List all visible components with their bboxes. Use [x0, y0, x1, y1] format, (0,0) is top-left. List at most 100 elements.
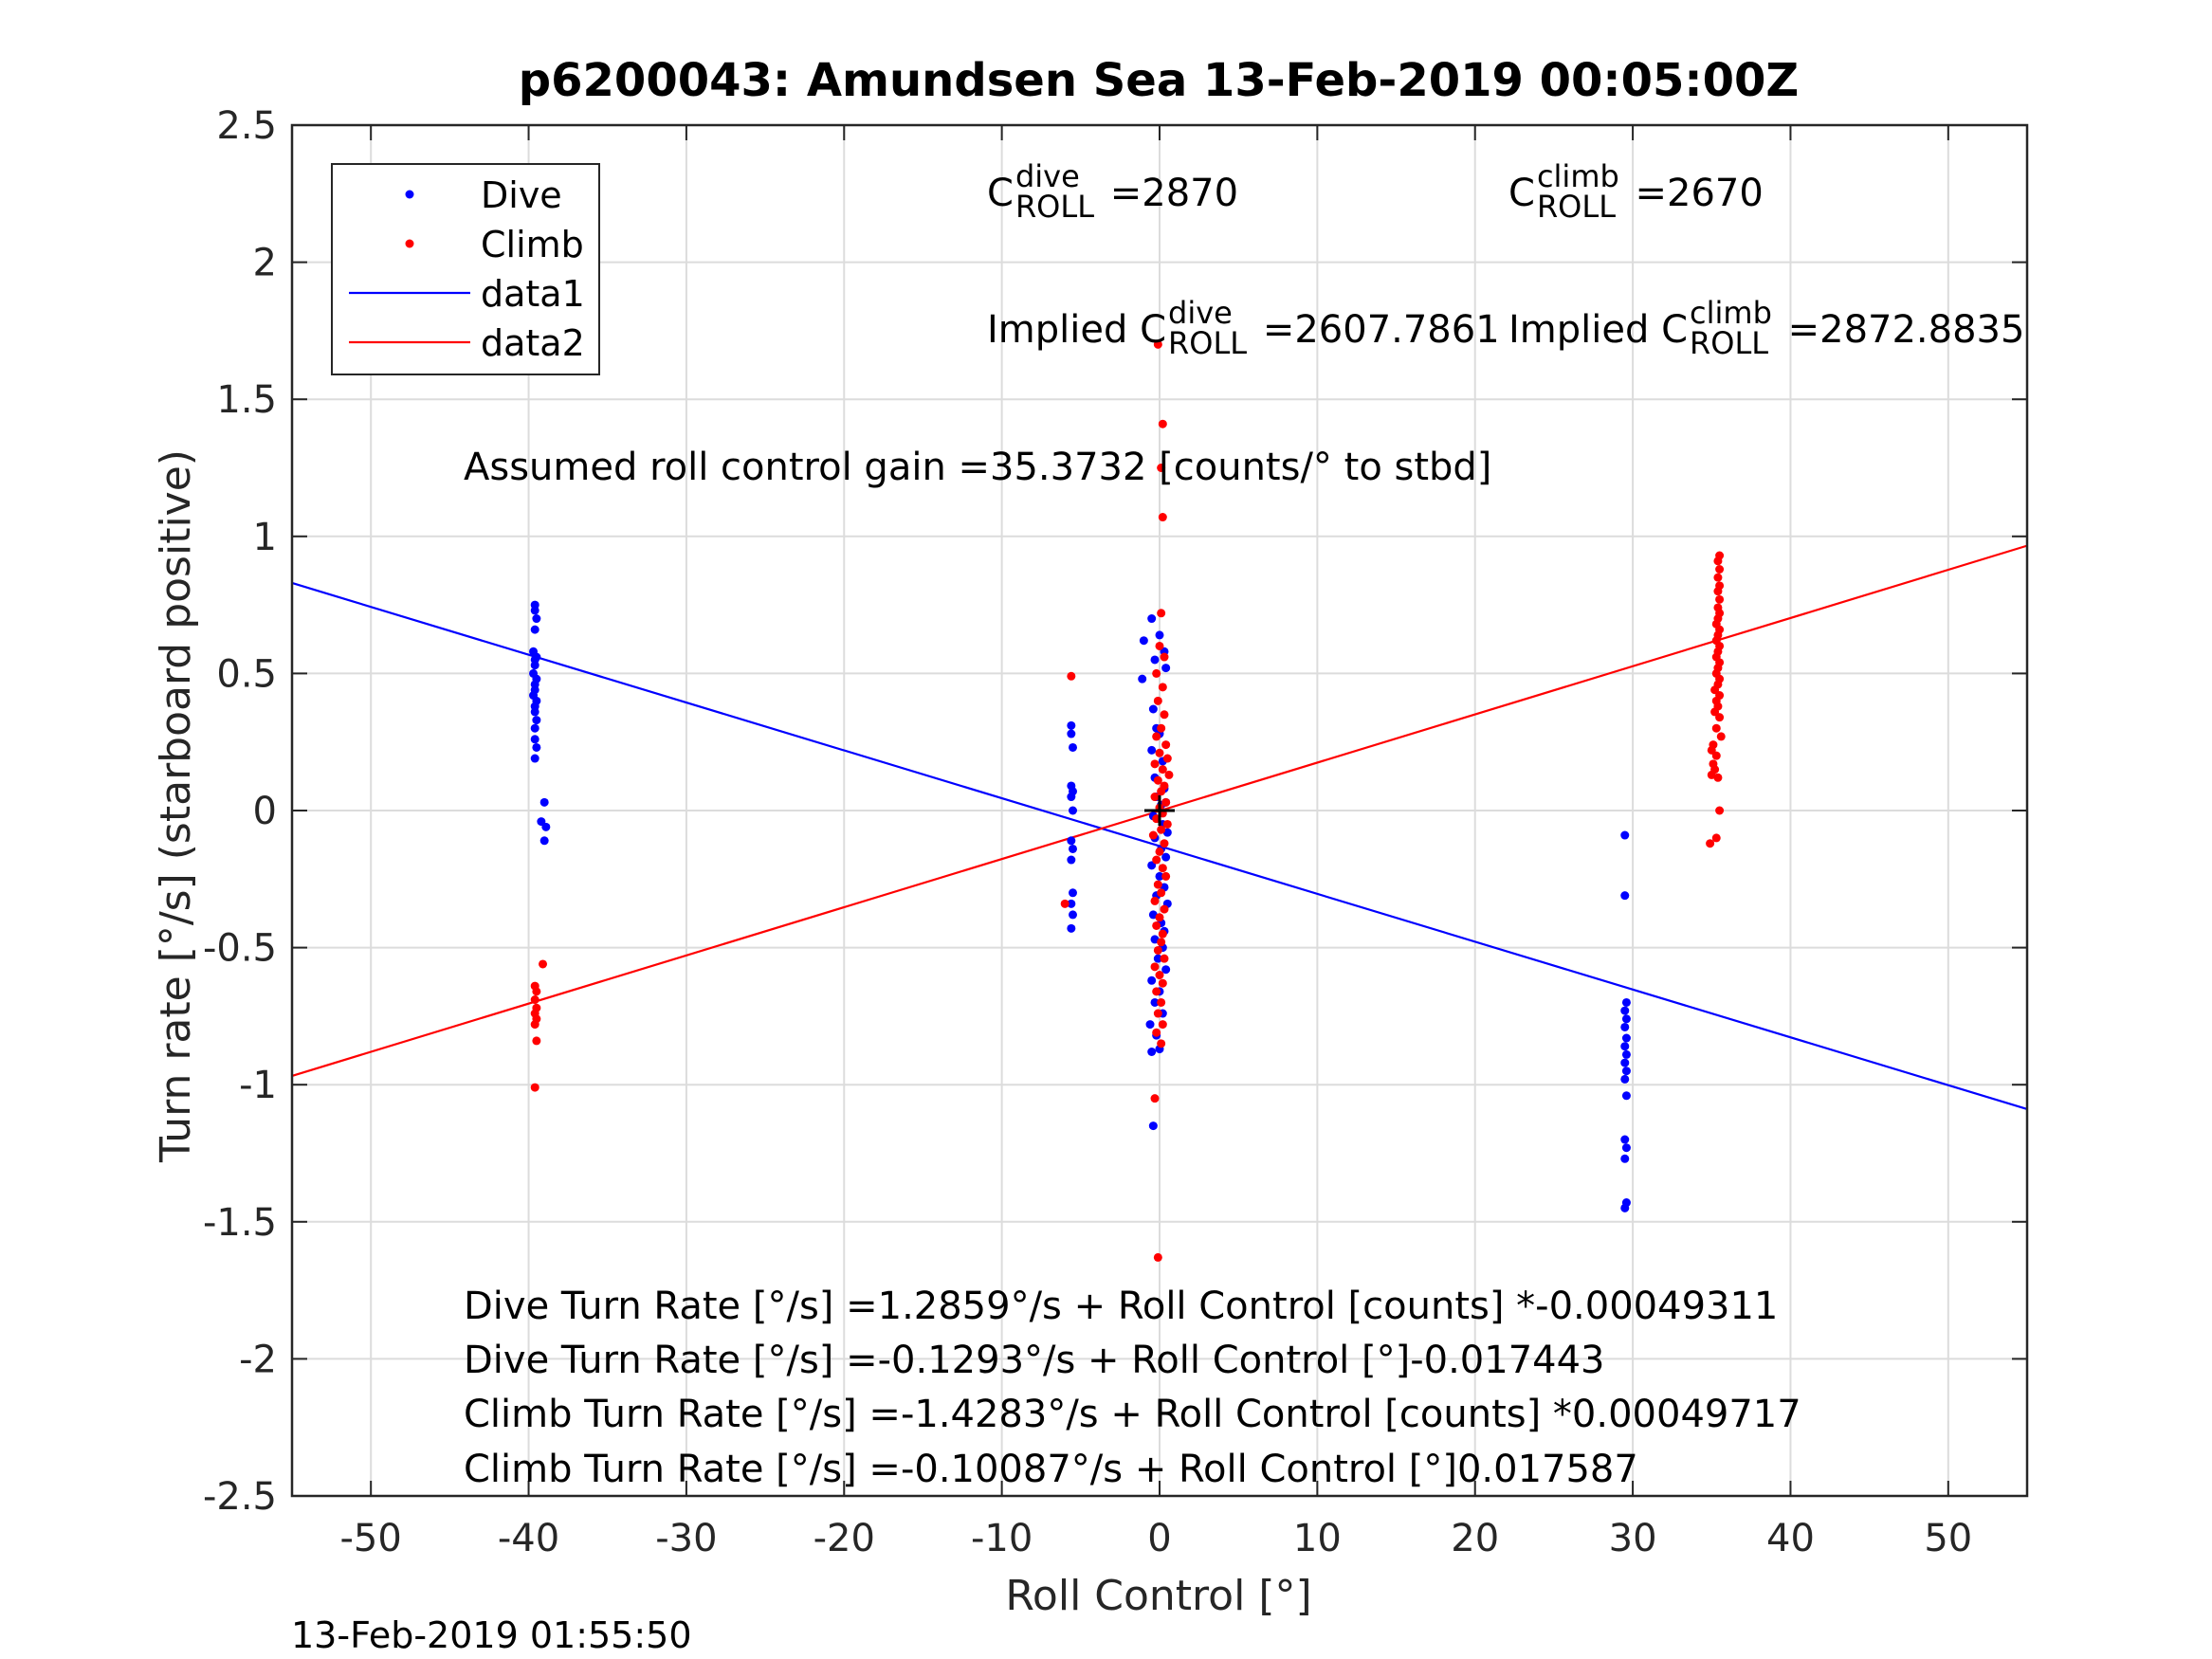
climb-point — [1155, 641, 1164, 650]
dive-equation-counts: Dive Turn Rate [°/s] =1.2859°/s + Roll C… — [464, 1285, 1779, 1328]
climb-point — [1152, 668, 1161, 678]
dive-point — [530, 606, 539, 615]
y-tick-label: 2 — [253, 242, 277, 285]
timestamp: 13-Feb-2019 01:55:50 — [291, 1614, 692, 1656]
climb-point — [1148, 830, 1158, 840]
dive-point — [530, 707, 539, 717]
dive-point — [1139, 636, 1148, 646]
climb-point — [1150, 896, 1160, 905]
dive-point — [1147, 745, 1157, 755]
climb-point — [1158, 864, 1167, 873]
climb-point — [530, 995, 539, 1005]
legend-marker-dive — [405, 190, 414, 199]
dive-point — [1621, 1033, 1631, 1043]
climb-point — [1157, 888, 1166, 898]
y-tick-label: -2 — [239, 1338, 277, 1381]
dive-point — [1620, 1022, 1630, 1031]
y-tick-label: 2.5 — [216, 104, 277, 148]
dive-point — [1621, 997, 1631, 1007]
dive-point — [1620, 1058, 1630, 1067]
x-tick-label: -10 — [971, 1517, 1033, 1560]
dive-point — [1067, 836, 1076, 846]
climb-point — [1152, 1028, 1161, 1037]
climb-point — [1715, 806, 1725, 815]
x-tick-label: -50 — [340, 1517, 402, 1560]
legend-marker-climb — [405, 239, 414, 248]
dive-point — [1161, 852, 1171, 862]
climb-point — [1715, 565, 1725, 574]
dive-point — [1620, 1006, 1630, 1015]
dive-point — [1621, 1066, 1631, 1076]
dive-point — [532, 742, 541, 752]
climb-point — [1158, 929, 1167, 939]
dive-point — [1067, 899, 1076, 908]
climb-point — [1067, 671, 1076, 681]
climb-point — [530, 1083, 539, 1092]
legend: Dive Climb data1 data2 — [331, 163, 600, 375]
dive-point — [1067, 720, 1076, 730]
dive-point — [1620, 1203, 1630, 1212]
climb-point — [1150, 1094, 1160, 1103]
climb-point — [1150, 962, 1160, 972]
dive-point — [1145, 1020, 1155, 1030]
dive-point — [1147, 1047, 1157, 1056]
climb-point — [1161, 740, 1171, 750]
climb-point — [532, 1036, 541, 1046]
climb-point — [1153, 696, 1162, 705]
dive-point — [1161, 965, 1171, 975]
dive-point — [1148, 704, 1158, 714]
dive-point — [1150, 655, 1160, 665]
y-axis-label: Turn rate [°/s] (starboard positive) — [152, 449, 200, 1163]
dive-point — [1620, 1135, 1630, 1144]
dive-point — [1621, 1091, 1631, 1101]
dive-point — [1069, 888, 1077, 898]
x-tick-label: 30 — [1609, 1517, 1657, 1560]
roll-gain-annotation: Assumed roll control gain =35.3732 [coun… — [464, 446, 1492, 489]
y-tick-label: 1.5 — [216, 378, 277, 422]
dive-point — [1067, 923, 1076, 933]
x-tick-label: -40 — [498, 1517, 559, 1560]
legend-label-data2: data2 — [481, 322, 585, 364]
dive-point — [530, 661, 539, 670]
dive-point — [1153, 954, 1162, 963]
y-tick-label: -1.5 — [203, 1201, 277, 1245]
data-series — [291, 339, 2028, 1262]
y-tick-label: -2.5 — [203, 1475, 277, 1519]
dive-point — [539, 797, 549, 807]
legend-box — [331, 163, 600, 375]
legend-label-dive: Dive — [481, 174, 562, 216]
climb-point — [1152, 987, 1161, 996]
climb-point — [1713, 587, 1723, 596]
climb-point — [1716, 732, 1726, 741]
climb-point — [1158, 765, 1167, 775]
climb-point — [1161, 871, 1171, 881]
climb-point — [1152, 855, 1161, 865]
climb-point — [1158, 419, 1167, 428]
climb-point — [1157, 1039, 1166, 1048]
climb-point — [1153, 945, 1162, 955]
climb-point — [1157, 723, 1166, 733]
dive-point — [1155, 871, 1164, 881]
climb-point — [1153, 775, 1162, 785]
x-tick-label: 10 — [1293, 1517, 1342, 1560]
y-tick-label: -1 — [239, 1064, 277, 1107]
dive-point — [1155, 630, 1164, 640]
dive-point — [1067, 855, 1076, 865]
dive-point — [1067, 729, 1076, 738]
climb-point — [1715, 713, 1725, 722]
x-tick-label: 50 — [1924, 1517, 1972, 1560]
climb-point — [1155, 971, 1164, 980]
climb-point — [1160, 954, 1169, 963]
dive-point — [530, 735, 539, 744]
dive-point — [1138, 674, 1147, 684]
climb-point — [1713, 573, 1723, 582]
legend-label-climb: Climb — [481, 224, 584, 265]
dive-point — [1069, 806, 1077, 815]
climb-point — [1160, 710, 1169, 720]
climb-point — [1157, 787, 1166, 796]
dive-point — [1620, 1154, 1630, 1163]
